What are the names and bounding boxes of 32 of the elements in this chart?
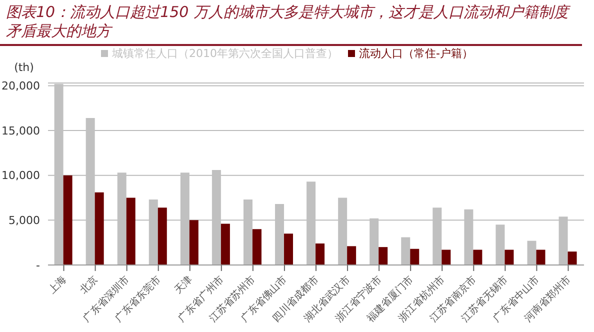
bar <box>410 248 420 265</box>
bar <box>316 243 325 265</box>
y-tick-label: 15,000 <box>2 124 40 138</box>
bar <box>473 250 482 265</box>
chart-title: 图表10：流动人口超过150 万人的城市大多是特大城市，这才是人口流动和户籍制度矛盾最大的地方 <box>0 0 582 46</box>
bar <box>158 208 167 265</box>
bar <box>252 229 262 265</box>
bar <box>94 192 104 265</box>
bar <box>568 252 577 265</box>
x-tick-label: 天津 <box>172 273 195 296</box>
bar <box>401 237 410 265</box>
bar <box>126 198 136 265</box>
y-axis-title: (th) <box>14 61 34 74</box>
bar <box>504 250 514 265</box>
bar <box>347 246 356 265</box>
legend-label: 城镇常住人口（2010年第六次全国人口普查） <box>112 47 338 60</box>
bar <box>284 234 294 265</box>
y-tick-label: 20,000 <box>2 80 40 93</box>
bar <box>378 247 388 265</box>
bar <box>496 224 505 265</box>
bar <box>220 224 230 265</box>
bar <box>442 250 451 265</box>
y-tick-label: 5,000 <box>8 214 40 228</box>
bar <box>527 240 536 265</box>
x-tick-label: 上海 <box>46 273 69 296</box>
bar <box>63 175 72 265</box>
y-tick-label: 10,000 <box>2 169 40 182</box>
x-tick-label: 北京 <box>78 273 100 296</box>
bar <box>536 250 546 265</box>
bar <box>189 220 198 265</box>
legend-label: 流动人口（常住-户籍） <box>359 47 473 60</box>
y-tick-label: - <box>36 258 40 272</box>
